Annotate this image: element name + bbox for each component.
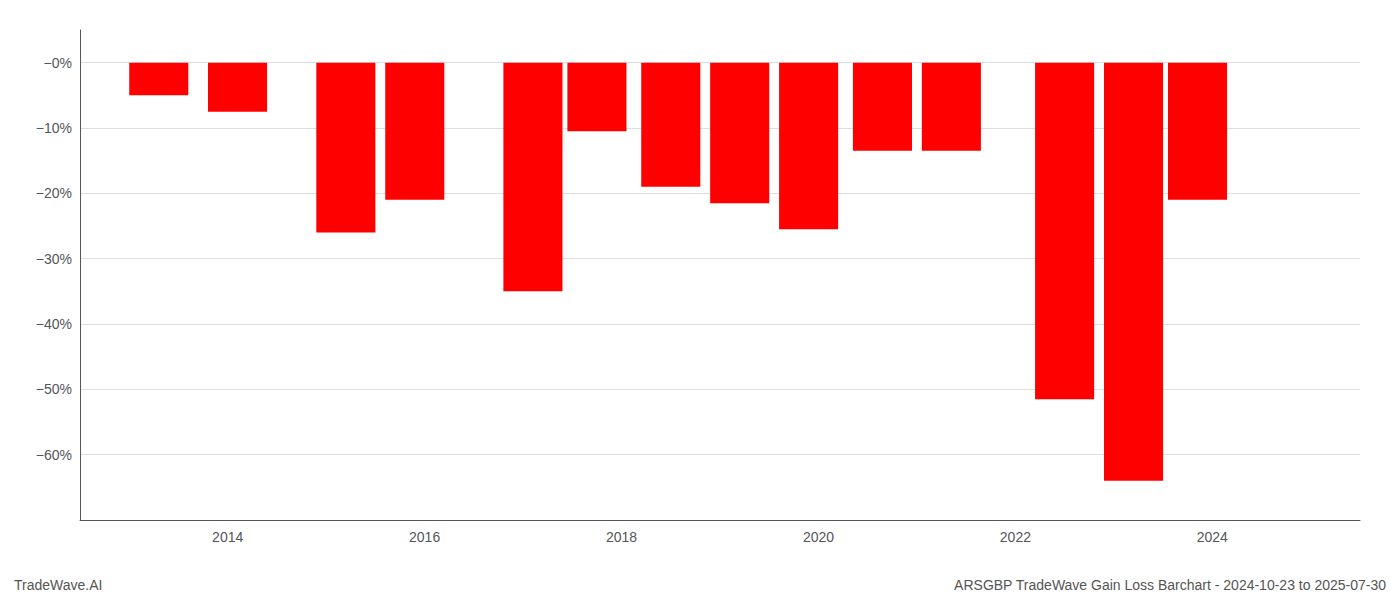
svg-text:−30%: −30% [36,251,72,267]
svg-text:2018: 2018 [606,529,637,545]
svg-text:TradeWave.AI: TradeWave.AI [14,577,102,593]
svg-text:−20%: −20% [36,185,72,201]
svg-text:2022: 2022 [1000,529,1031,545]
svg-text:−50%: −50% [36,381,72,397]
svg-text:ARSGBP TradeWave Gain Loss Bar: ARSGBP TradeWave Gain Loss Barchart - 20… [954,577,1386,593]
svg-text:2020: 2020 [803,529,834,545]
svg-text:−10%: −10% [36,120,72,136]
svg-text:2016: 2016 [409,529,440,545]
svg-text:2024: 2024 [1197,529,1228,545]
svg-text:2014: 2014 [212,529,243,545]
svg-text:−60%: −60% [36,447,72,463]
svg-text:−40%: −40% [36,316,72,332]
svg-text:−0%: −0% [44,55,72,71]
